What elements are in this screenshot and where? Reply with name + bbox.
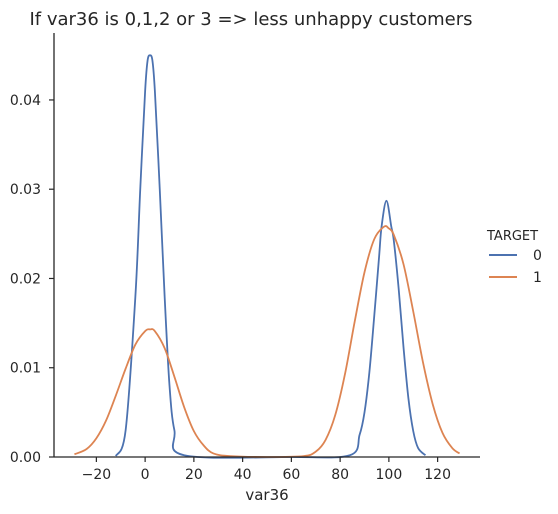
- chart-title: If var36 is 0,1,2 or 3 => less unhappy c…: [29, 9, 472, 30]
- y-tick-label: 0.03: [10, 182, 41, 198]
- x-tick-label: 80: [331, 467, 349, 483]
- legend-items: 01: [489, 248, 542, 286]
- x-tick-label: 120: [424, 467, 451, 483]
- x-axis-label: var36: [245, 486, 288, 504]
- x-tick-label: 60: [282, 467, 300, 483]
- y-tick-label: 0.04: [10, 93, 41, 109]
- x-tick-label: 0: [141, 467, 150, 483]
- legend: TARGET 01: [486, 229, 542, 286]
- x-tick-label: −20: [82, 467, 112, 483]
- legend-title: TARGET: [486, 229, 538, 244]
- x-tick-label: 40: [234, 467, 252, 483]
- x-ticks: −20 0 20 40 60 80 100 120: [82, 457, 451, 483]
- plot-area: −20 0 20 40 60 80 100 120 0.00 0.01 0.02 0.03 0.04: [10, 33, 480, 483]
- y-ticks: 0.00 0.01 0.02 0.03 0.04: [10, 93, 54, 466]
- series-layer: [74, 54, 461, 459]
- legend-label-1: 1: [533, 270, 542, 286]
- y-tick-label: 0.02: [10, 271, 41, 287]
- y-tick-label: 0.00: [10, 450, 41, 466]
- x-tick-label: 20: [185, 467, 203, 483]
- y-tick-label: 0.01: [10, 361, 41, 377]
- x-tick-label: 100: [376, 467, 403, 483]
- legend-label-0: 0: [533, 248, 542, 264]
- series-line-0: [115, 54, 427, 459]
